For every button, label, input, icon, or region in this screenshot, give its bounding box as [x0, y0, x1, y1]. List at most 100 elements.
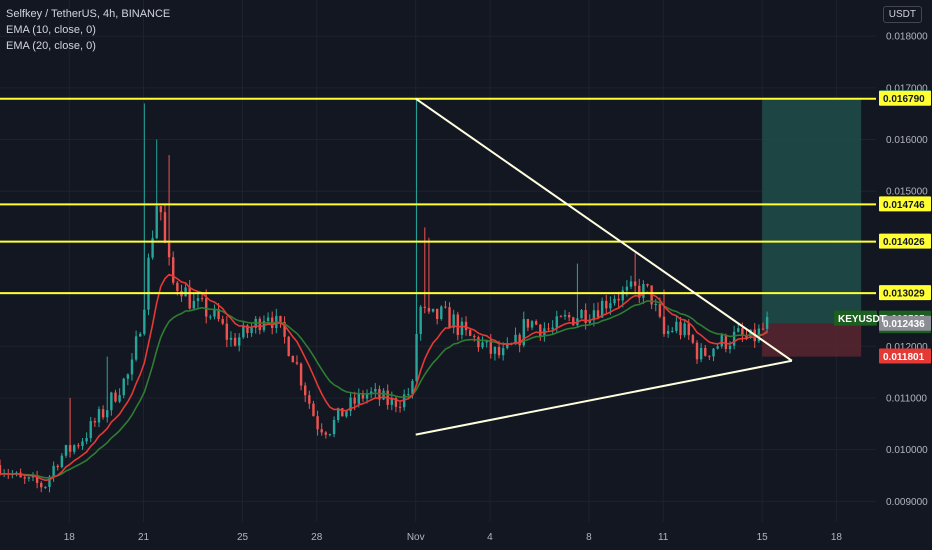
price-tick-label: 0.009000: [886, 497, 928, 508]
candle-body: [600, 300, 604, 318]
candle-body: [398, 406, 402, 408]
candle-body: [473, 335, 476, 338]
candle-body: [530, 321, 534, 328]
candle-body: [514, 334, 517, 345]
candle-body: [419, 306, 422, 334]
candle-body: [184, 287, 187, 297]
candle-body: [407, 393, 410, 395]
candle-body: [188, 287, 191, 309]
candle-body: [551, 327, 554, 330]
candle-body: [147, 257, 150, 310]
candle-body: [283, 321, 286, 337]
candle-body: [357, 393, 361, 404]
candle-body: [27, 477, 31, 479]
candle-body: [200, 298, 204, 300]
candle-body: [402, 394, 406, 408]
candle-body: [134, 336, 138, 360]
candle-body: [374, 388, 377, 392]
candle-body: [493, 346, 497, 354]
candle-body: [221, 319, 224, 324]
candle-body: [229, 337, 233, 340]
candle-body: [555, 316, 558, 328]
candle-body: [580, 310, 583, 319]
candle-body: [35, 476, 39, 483]
ema10-line: [0, 273, 768, 482]
price-tick-label: 0.012000: [886, 342, 928, 353]
price-tag-label: 0.014026: [883, 237, 925, 248]
candle-body: [699, 347, 703, 360]
price-tag-box: [879, 90, 931, 106]
candle-body: [73, 445, 76, 452]
time-tick-label: 15: [757, 532, 769, 543]
candle-body: [44, 486, 47, 488]
candle-body: [431, 308, 435, 312]
time-tick-label: 18: [831, 532, 843, 543]
candle-body: [287, 336, 290, 356]
candle-body: [40, 482, 43, 488]
candle-body: [712, 348, 715, 357]
candle-body: [633, 281, 637, 286]
time-tick-label: 4: [487, 532, 493, 543]
candle-body: [596, 310, 600, 318]
candle-body: [592, 310, 596, 321]
candle-body: [448, 307, 451, 328]
candle-body: [266, 317, 270, 322]
candle-body: [176, 282, 179, 291]
price-tick-label: 0.011000: [886, 393, 927, 404]
ema10-legend[interactable]: EMA (10, close, 0): [6, 24, 96, 36]
time-tick-label: 21: [138, 532, 150, 543]
candle-body: [732, 331, 736, 346]
candle-body: [671, 330, 674, 332]
candle-body: [225, 323, 229, 340]
candle-body: [547, 328, 550, 330]
candle-body: [258, 318, 262, 331]
candle-body: [81, 441, 84, 447]
candle-body: [238, 337, 241, 346]
candles-layer: [0, 98, 769, 493]
candle-body: [605, 300, 608, 309]
price-tick-label: 0.015000: [886, 187, 928, 198]
candle-body: [468, 330, 472, 336]
candle-body: [617, 298, 620, 301]
candle-body: [328, 434, 332, 436]
price-tag-box: [879, 233, 931, 249]
candle-body: [654, 303, 657, 305]
candle-body: [299, 363, 303, 386]
candle-body: [481, 342, 484, 348]
price-tag-box: [879, 196, 931, 212]
target-zone: [762, 98, 862, 324]
candle-body: [89, 421, 92, 439]
candle-body: [365, 393, 369, 399]
price-tag-box: [879, 315, 931, 331]
candle-body: [85, 438, 88, 442]
candle-body: [320, 429, 323, 433]
candle-body: [217, 308, 220, 320]
candle-body: [316, 416, 319, 430]
candle-body: [353, 397, 356, 404]
candle-body: [394, 398, 398, 407]
price-tick-label: 0.016000: [886, 135, 928, 146]
time-tick-label: 25: [237, 532, 249, 543]
candle-body: [522, 319, 525, 346]
horizontal-levels[interactable]: [0, 97, 876, 295]
symbol-title[interactable]: Selfkey / TetherUS, 4h, BINANCE: [6, 8, 171, 20]
candle-body: [110, 392, 113, 411]
price-tag-box: [879, 285, 931, 301]
candle-body: [192, 300, 196, 309]
candle-body: [695, 342, 699, 360]
candle-body: [118, 395, 121, 402]
currency-button[interactable]: USDT: [882, 6, 922, 23]
time-tick-label: 11: [658, 532, 669, 543]
candle-body: [122, 378, 125, 396]
candle-body: [130, 359, 134, 375]
triangle-pattern[interactable]: [415, 97, 793, 436]
ema20-legend[interactable]: EMA (20, close, 0): [6, 40, 96, 52]
candle-body: [106, 410, 109, 418]
candle-body: [687, 323, 690, 336]
candle-body: [155, 206, 158, 239]
price-tag-label: 0.011801: [883, 352, 925, 363]
candle-body: [295, 362, 299, 364]
candle-body: [336, 408, 340, 420]
candle-body: [423, 306, 427, 308]
